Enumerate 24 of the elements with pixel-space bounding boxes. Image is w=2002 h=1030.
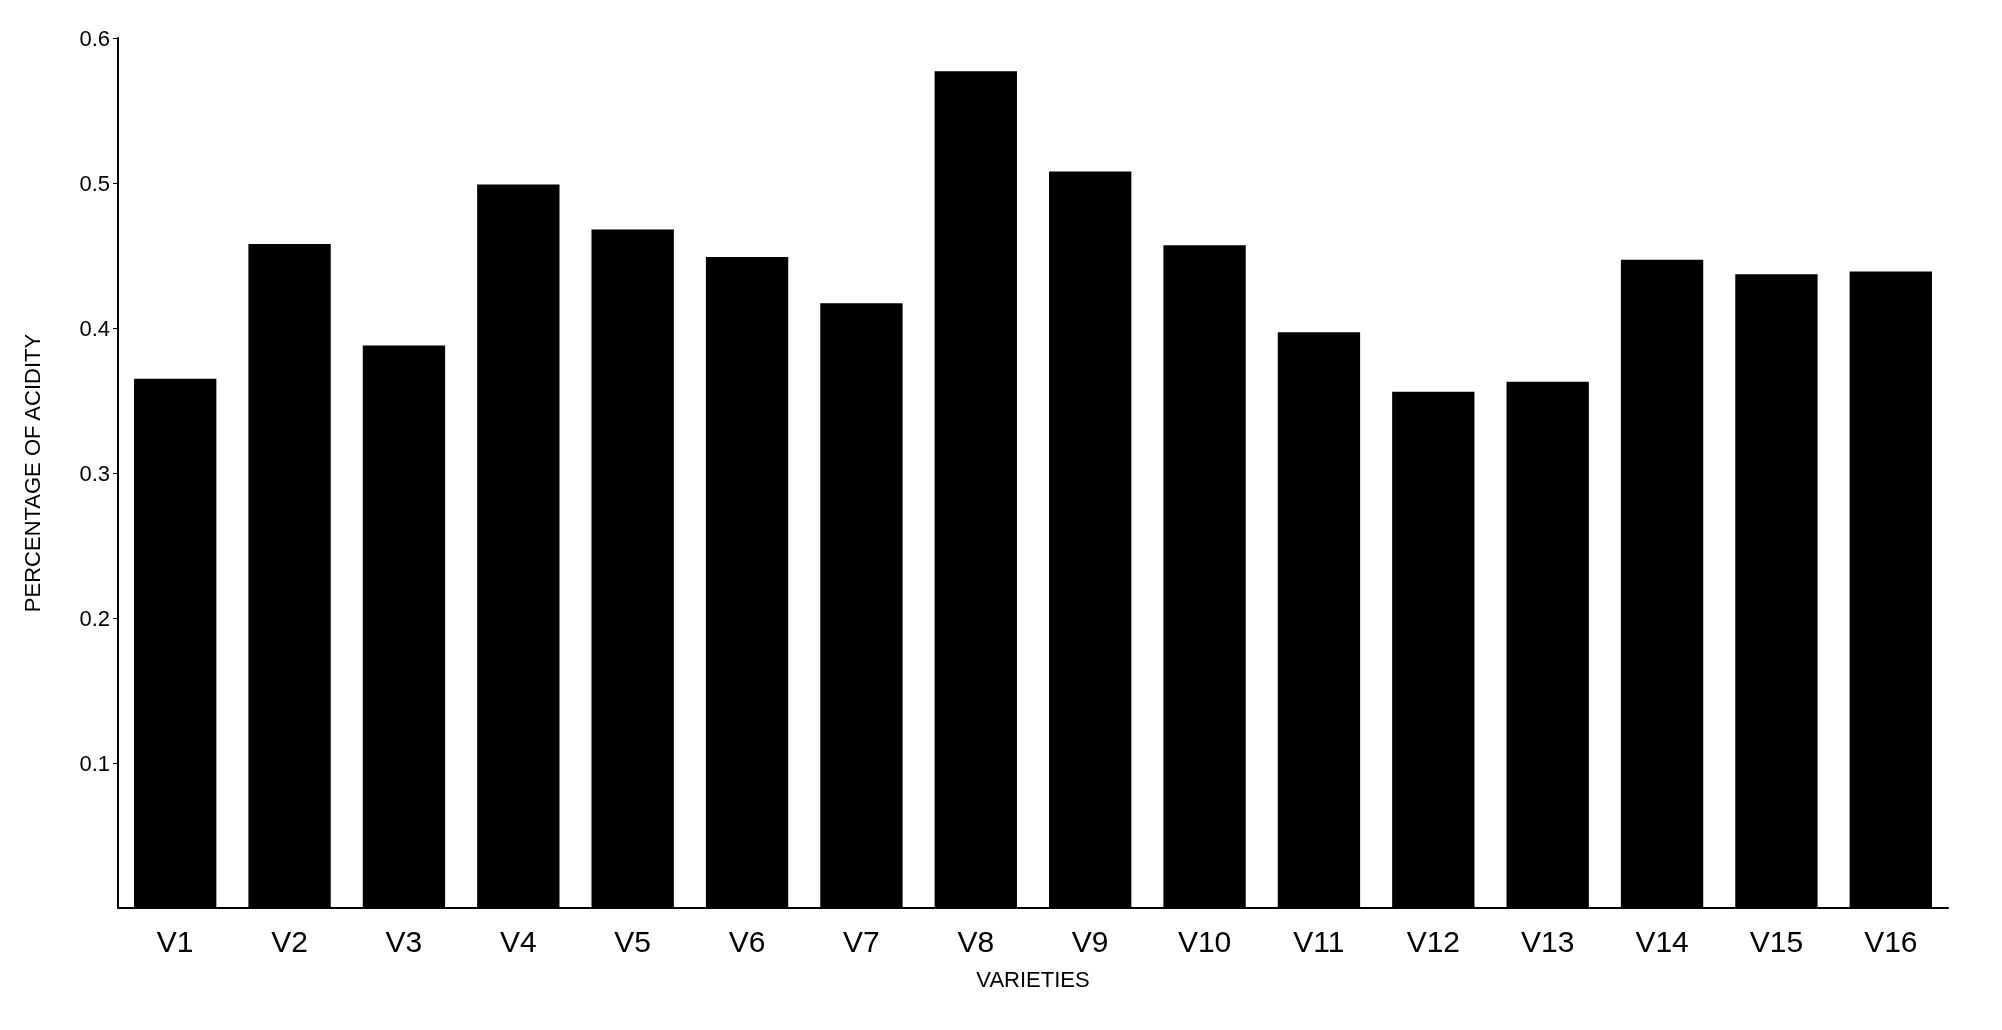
x-tick-label: V6 <box>728 924 766 958</box>
y-tick-label: 0.6 <box>79 25 110 51</box>
x-tick-label: V2 <box>271 924 308 958</box>
x-tick-label: V16 <box>1864 924 1918 958</box>
x-tick-label: V3 <box>385 924 423 958</box>
y-tick-label: 0.4 <box>79 315 110 341</box>
x-tick-label: V12 <box>1406 924 1461 958</box>
x-tick-label: V11 <box>1293 924 1345 958</box>
x-tick-label: V10 <box>1177 924 1232 958</box>
y-tick-label: 0.1 <box>79 750 110 776</box>
x-tick-label: V4 <box>499 924 537 958</box>
y-tick-label: 0.2 <box>79 605 110 631</box>
x-tick-label: V7 <box>843 924 880 958</box>
x-tick-label: V9 <box>1071 924 1109 958</box>
y-axis-title: PERCENTAGE OF ACIDITY <box>19 333 45 613</box>
x-tick-label: V14 <box>1635 924 1689 958</box>
x-tick-label: V13 <box>1520 924 1575 958</box>
x-tick-label: V8 <box>957 924 995 958</box>
x-axis-title: VARIETIES <box>976 966 1090 992</box>
x-tick-label: V15 <box>1749 924 1804 958</box>
y-tick-label: 0.5 <box>79 170 110 196</box>
y-tick-label: 0.3 <box>79 460 110 486</box>
x-tick-label: V1 <box>156 924 194 958</box>
x-tick-label: V5 <box>614 924 652 958</box>
